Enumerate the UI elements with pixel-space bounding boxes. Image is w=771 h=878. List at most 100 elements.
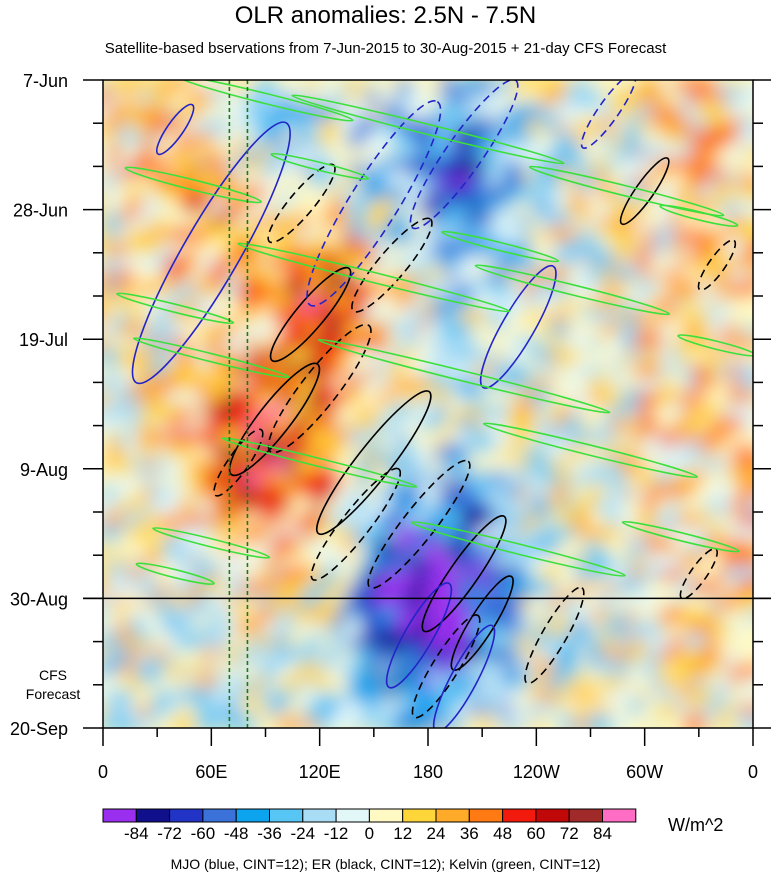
- mjo-contour: [155, 103, 195, 156]
- kelvin-contour: [135, 562, 215, 585]
- olr-cell: [734, 226, 753, 245]
- olr-cell: [703, 632, 724, 654]
- olr-cell: [233, 597, 258, 608]
- olr-cell: [736, 591, 753, 613]
- olr-cell: [135, 80, 166, 94]
- olr-cell: [221, 310, 244, 324]
- olr-cell: [404, 104, 438, 123]
- colorbar-swatch: [135, 808, 171, 823]
- colorbar-swatch: [368, 808, 404, 823]
- er-contour: [450, 575, 514, 671]
- olr-cell: [726, 268, 753, 285]
- y-tick-label: 7-Jun: [23, 71, 68, 91]
- colorbar-swatch: [535, 808, 570, 823]
- olr-cell: [736, 714, 753, 728]
- olr-cell: [738, 92, 753, 107]
- er-contour: [411, 614, 481, 719]
- olr-cell: [738, 185, 753, 205]
- olr-cell: [738, 157, 753, 178]
- olr-cell: [526, 484, 549, 503]
- olr-cell: [402, 632, 422, 653]
- colorbar-label: -24: [291, 824, 316, 843]
- chart-title: OLR anomalies: 2.5N - 7.5N: [234, 2, 537, 29]
- colorbar-label: 84: [593, 824, 612, 843]
- kelvin-contour: [677, 334, 753, 357]
- y-tick-label: 9-Aug: [20, 460, 68, 480]
- olr-cell: [243, 619, 269, 640]
- olr-cell: [281, 324, 301, 338]
- colorbar-units: W/m^2: [668, 815, 724, 835]
- olr-cell: [340, 469, 364, 491]
- colorbar-label: 72: [560, 824, 579, 843]
- x-tick-label: 0: [98, 762, 108, 782]
- olr-cell: [282, 673, 303, 694]
- x-tick-label: 60E: [195, 762, 227, 782]
- olr-cell: [736, 325, 753, 336]
- olr-cell: [153, 185, 177, 205]
- colorbar-swatch: [269, 808, 304, 823]
- er-contour: [619, 157, 670, 226]
- olr-cell: [348, 673, 375, 694]
- colorbar-label: 24: [427, 824, 446, 843]
- olr-cell: [657, 388, 679, 409]
- olr-cell: [258, 228, 279, 243]
- olr-cell: [744, 498, 753, 517]
- x-axis: 0 60E 120E 180 120W 60W 0: [98, 728, 758, 782]
- olr-cell: [137, 579, 165, 598]
- olr-cell: [576, 664, 596, 676]
- olr-cell: [489, 647, 518, 665]
- olr-cell: [288, 497, 323, 518]
- olr-cell: [563, 147, 585, 162]
- er-contour: [697, 239, 737, 291]
- olr-cell: [673, 660, 707, 680]
- olr-cell: [740, 429, 753, 449]
- olr-cell: [550, 443, 574, 463]
- olr-cell: [745, 447, 753, 458]
- olr-cell: [587, 470, 610, 489]
- kelvin-contour: [659, 204, 739, 228]
- colorbar-label: -84: [124, 824, 149, 843]
- olr-cell: [720, 608, 753, 623]
- olr-cell: [254, 499, 283, 515]
- olr-cell: [165, 146, 186, 162]
- er-contour: [267, 323, 372, 454]
- olr-cell: [739, 200, 753, 217]
- olr-cell: [500, 225, 531, 246]
- chart-subtitle: Satellite-based bservations from 7-Jun-2…: [104, 40, 667, 57]
- olr-cell: [435, 279, 454, 301]
- olr-cell: [471, 430, 492, 449]
- olr-cell: [129, 619, 150, 639]
- olr-cell: [735, 379, 753, 391]
- olr-cell: [165, 417, 189, 434]
- mjo-contour: [580, 80, 637, 150]
- olr-cell: [744, 664, 753, 676]
- olr-cell: [731, 254, 753, 271]
- olr-cell: [429, 130, 460, 151]
- olr-cell: [601, 308, 625, 326]
- x-tick-label: 120E: [299, 762, 341, 782]
- olr-cell: [738, 552, 753, 571]
- olr-cell: [743, 239, 753, 259]
- olr-cell: [734, 215, 753, 229]
- olr-cell: [556, 564, 577, 586]
- olr-cell: [440, 102, 471, 125]
- olr-cell: [653, 225, 680, 246]
- y-tick-label: 19-Jul: [19, 330, 68, 350]
- colorbar-swatch: [568, 808, 604, 823]
- colorbar-swatch: [502, 808, 537, 823]
- olr-cell: [635, 118, 657, 135]
- olr-cell: [423, 538, 445, 558]
- olr-cell: [590, 158, 609, 178]
- olr-cell: [716, 81, 736, 92]
- kelvin-contour: [152, 527, 271, 559]
- colorbar-label: -60: [191, 824, 216, 843]
- forecast-label: CFS Forecast: [25, 667, 81, 702]
- reference-lines: [228, 80, 249, 728]
- kelvin-contour: [132, 337, 290, 379]
- olr-cell: [282, 485, 305, 502]
- olr-cell: [418, 501, 445, 514]
- olr-cell: [176, 406, 201, 418]
- mjo-contour: [385, 582, 453, 689]
- olr-cell: [410, 306, 431, 328]
- er-contour: [269, 266, 352, 363]
